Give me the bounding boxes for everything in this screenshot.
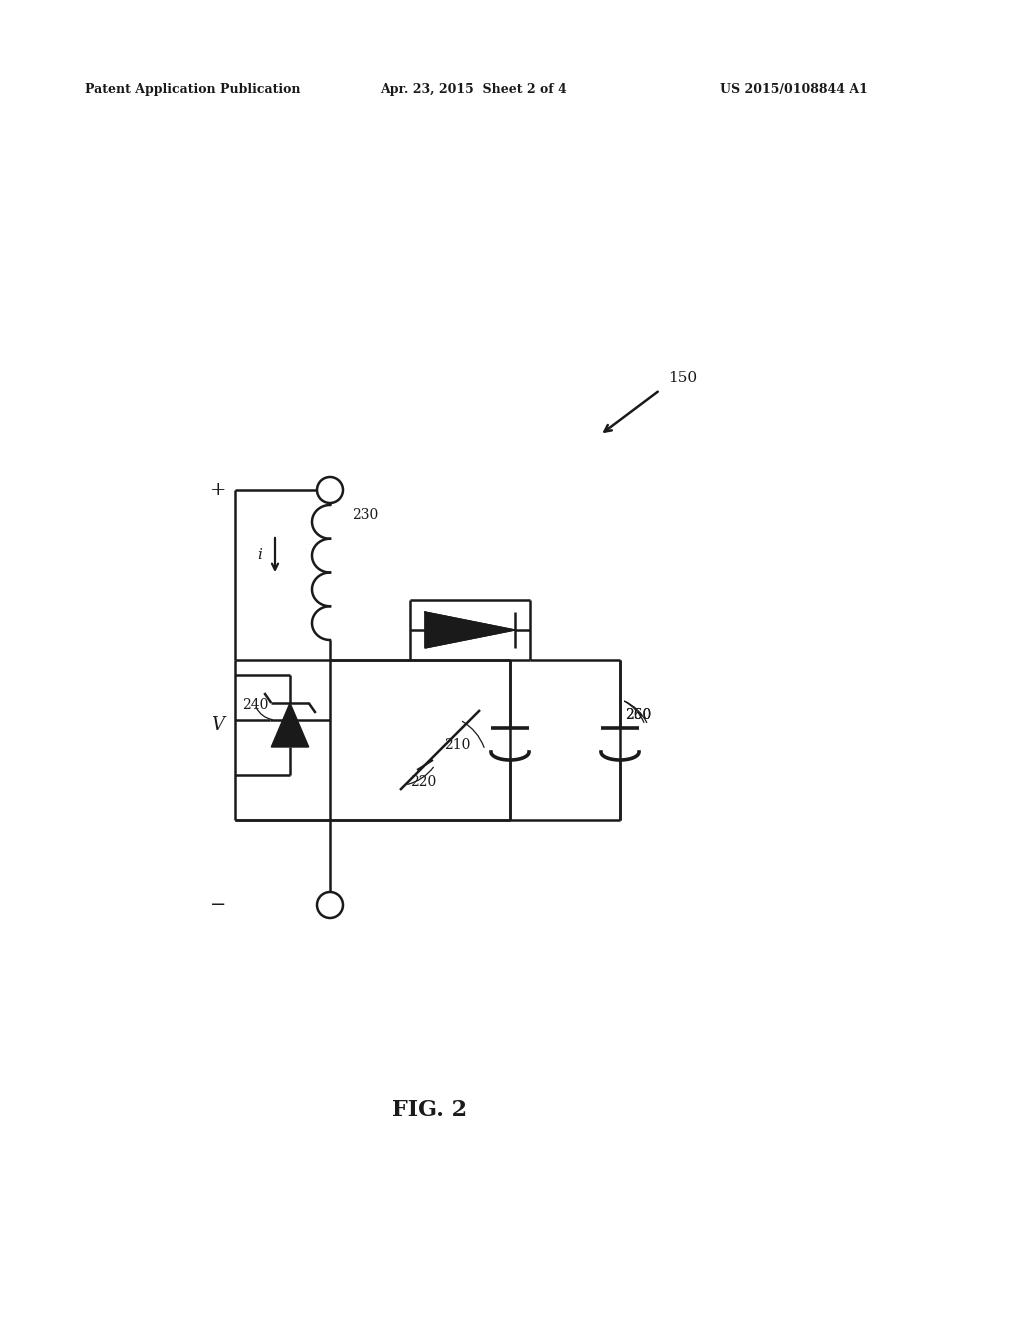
Polygon shape [425,612,515,648]
Text: 210: 210 [443,738,470,752]
Text: 240: 240 [242,698,268,711]
Text: +: + [210,480,226,499]
Text: Apr. 23, 2015  Sheet 2 of 4: Apr. 23, 2015 Sheet 2 of 4 [380,83,566,96]
Text: FIG. 2: FIG. 2 [392,1100,468,1121]
Text: 150: 150 [668,371,697,385]
Circle shape [317,892,343,917]
Text: V: V [212,715,224,734]
Text: 220: 220 [410,775,436,789]
Text: 250: 250 [625,708,651,722]
Polygon shape [271,704,308,747]
Text: US 2015/0108844 A1: US 2015/0108844 A1 [720,83,868,96]
Circle shape [317,477,343,503]
Text: 260: 260 [625,708,651,722]
Text: −: − [210,896,226,913]
Text: Patent Application Publication: Patent Application Publication [85,83,300,96]
Text: 230: 230 [352,508,378,521]
Text: i: i [257,548,262,562]
